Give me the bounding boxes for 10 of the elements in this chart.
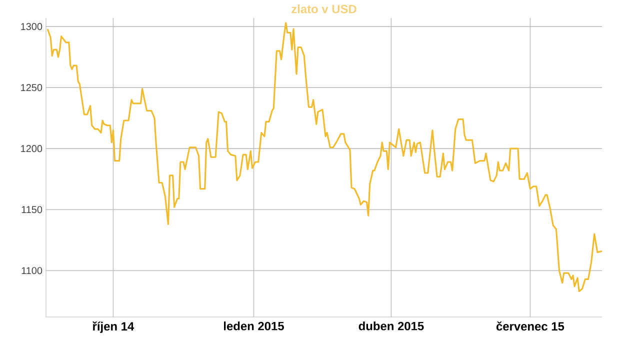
x-tick-label: říjen 14	[92, 322, 134, 333]
y-tick-label: 1300	[21, 23, 42, 30]
chart-title: zlato v USD	[292, 4, 356, 14]
x-tick-label: duben 2015	[358, 322, 424, 330]
x-tick-label: leden 2015	[224, 322, 284, 330]
y-tick-label: 1250	[21, 84, 42, 92]
y-tick-label: 1150	[22, 206, 42, 214]
y-tick-label: 1200	[21, 145, 42, 152]
x-tick-label: červenec 15	[496, 322, 564, 331]
y-tick-label: 1100	[22, 267, 42, 274]
